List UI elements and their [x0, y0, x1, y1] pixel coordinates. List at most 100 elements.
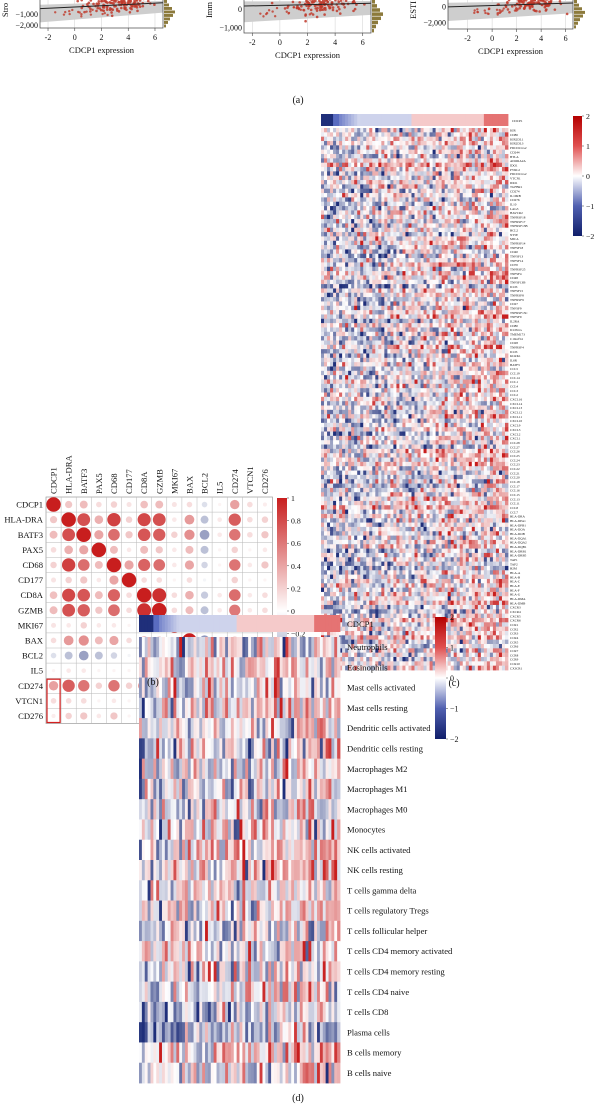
- heatmap-cell: [393, 201, 397, 207]
- heatmap-cell: [489, 236, 494, 242]
- heatmap-cell: [339, 271, 343, 276]
- scatter-point: [496, 13, 499, 16]
- heatmap-cell: [444, 162, 449, 168]
- heatmap-cell: [363, 158, 367, 164]
- heatmap-cell: [345, 149, 349, 155]
- heatmap-cell: [336, 219, 340, 224]
- heatmap-cell: [327, 240, 331, 246]
- heatmap-cell: [465, 288, 470, 294]
- heatmap-cell: [375, 193, 379, 198]
- heatmap-cell: [438, 249, 443, 255]
- correlation-circle: [79, 500, 88, 509]
- heatmap-cell: [351, 396, 355, 402]
- heatmap-cell: [408, 370, 412, 376]
- heatmap-cell: [471, 375, 476, 380]
- heatmap-cell: [498, 370, 503, 376]
- heatmap-cell: [441, 318, 446, 324]
- heatmap-cell: [354, 323, 358, 328]
- heatmap-cell: [414, 193, 418, 198]
- heatmap-cell: [489, 136, 494, 142]
- heatmap-cell: [399, 314, 403, 320]
- heatmap-cell: [387, 370, 391, 376]
- heatmap-cell: [390, 392, 394, 398]
- heatmap-cell: [363, 136, 367, 142]
- heatmap-cell: [360, 314, 364, 320]
- heatmap-cell: [384, 245, 388, 250]
- correlation-circle: [137, 603, 152, 618]
- heatmap-cell: [327, 310, 331, 315]
- heatmap-cell: [351, 318, 355, 324]
- heatmap-cell: [468, 266, 473, 272]
- heatmap-cell: [381, 271, 385, 276]
- scatter-point: [312, 0, 315, 2]
- col-label-mki67: MKI67: [169, 468, 179, 494]
- heatmap-cell: [387, 141, 391, 146]
- heatmap-cell: [366, 167, 370, 172]
- heatmap-cell: [393, 240, 397, 246]
- correlation-circle: [110, 501, 118, 508]
- heatmap-cell: [363, 206, 367, 211]
- heatmap-cell: [432, 331, 437, 337]
- heatmap-cell: [375, 149, 379, 155]
- heatmap-cell: [408, 314, 412, 320]
- heatmap-cell: [468, 284, 473, 289]
- heatmap-cell: [369, 323, 373, 328]
- heatmap-cell: [357, 353, 361, 359]
- heatmap-cell: [384, 362, 388, 367]
- heatmap-cell: [456, 214, 461, 220]
- col-label-cd8a: CD8A: [139, 471, 149, 494]
- heatmap-cell: [483, 249, 488, 255]
- heatmap-cell: [375, 158, 379, 164]
- heatmap-cell: [396, 318, 400, 324]
- heatmap-cell: [426, 318, 430, 324]
- group-bar-cell: [393, 114, 397, 126]
- heatmap-cell: [426, 375, 430, 380]
- heatmap-cell: [486, 327, 491, 333]
- heatmap-cell: [366, 396, 370, 402]
- heatmap-cell: [378, 362, 382, 367]
- heatmap-cell: [498, 223, 503, 229]
- heatmap-cell: [483, 405, 488, 411]
- heatmap-cell: [348, 370, 352, 376]
- heatmap-cell: [405, 158, 409, 164]
- heatmap-cell: [405, 336, 409, 341]
- heatmap-cell: [429, 405, 433, 411]
- heatmap-cell: [345, 310, 349, 315]
- heatmap-cell: [459, 258, 464, 263]
- heatmap-cell: [468, 171, 473, 177]
- heatmap-cell: [495, 271, 500, 276]
- heatmap-cell: [426, 305, 430, 311]
- heatmap-cell: [501, 279, 506, 285]
- heatmap-cell: [408, 396, 412, 402]
- heatmap-cell: [321, 197, 325, 203]
- heatmap-cell: [438, 180, 443, 185]
- heatmap-cell: [333, 318, 337, 324]
- heatmap-cell: [441, 344, 446, 350]
- heatmap-cell: [432, 349, 437, 354]
- heatmap-cell: [426, 136, 430, 142]
- heatmap-cell: [423, 136, 427, 142]
- heatmap-cell: [396, 353, 400, 359]
- heatmap-cell: [477, 375, 482, 380]
- heatmap-cell: [492, 236, 497, 242]
- heatmap-cell: [345, 162, 349, 168]
- heatmap-cell: [438, 236, 443, 242]
- heatmap-cell: [495, 253, 500, 259]
- heatmap-cell: [396, 375, 400, 380]
- heatmap-cell: [492, 366, 497, 372]
- heatmap-cell: [372, 344, 376, 350]
- heatmap-cell: [411, 344, 415, 350]
- heatmap-cell: [435, 336, 440, 341]
- heatmap-cell: [459, 327, 464, 333]
- heatmap-cell: [336, 297, 340, 302]
- heatmap-cell: [426, 158, 430, 164]
- heatmap-cell: [321, 305, 325, 311]
- heatmap-cell: [399, 349, 403, 354]
- heatmap-cell: [321, 245, 325, 250]
- heatmap-cell: [360, 327, 364, 333]
- heatmap-cell: [438, 206, 443, 211]
- heatmap-cell: [504, 132, 509, 138]
- heatmap-cell: [429, 145, 433, 151]
- heatmap-cell: [489, 210, 494, 216]
